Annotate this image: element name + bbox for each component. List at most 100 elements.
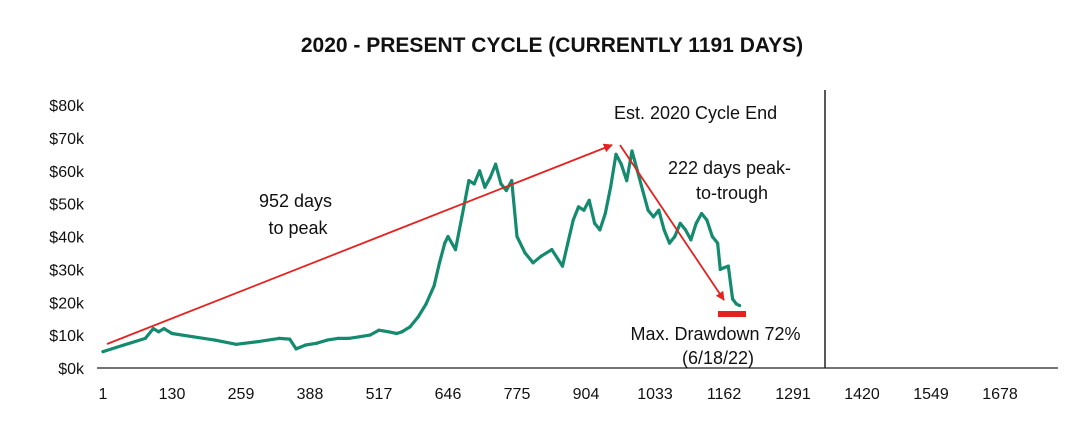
data-point (432, 284, 436, 288)
y-tick-label: $60k (49, 164, 85, 181)
data-point (726, 264, 730, 268)
data-point (143, 336, 147, 340)
x-tick-label: 1549 (913, 386, 949, 403)
data-point (657, 208, 661, 212)
data-point (539, 254, 543, 258)
data-point (587, 198, 591, 202)
data-point (256, 340, 260, 344)
x-tick-label: 1033 (637, 386, 673, 403)
data-point (213, 338, 217, 342)
data-point (122, 343, 126, 347)
y-tick-label: $10k (49, 328, 85, 345)
data-point (157, 330, 161, 334)
data-point (718, 267, 722, 271)
data-point (598, 228, 602, 232)
data-point (277, 336, 281, 340)
x-tick-label: 259 (228, 386, 255, 403)
data-point (453, 248, 458, 252)
y-tick-label: $50k (49, 197, 85, 214)
data-point (667, 241, 672, 245)
x-tick-label: 517 (366, 386, 393, 403)
data-point (630, 149, 634, 153)
data-point (170, 331, 174, 336)
data-point (437, 261, 442, 265)
x-tick-label: 775 (504, 386, 531, 403)
data-point (593, 221, 597, 225)
data-point (678, 221, 682, 225)
data-point (531, 261, 535, 265)
y-axis-ticks: $0k $10k $20k $30k $40k $50k $60k $70k $80k (49, 98, 85, 378)
data-point (662, 228, 666, 232)
data-point (346, 336, 351, 340)
trough-arrow (619, 144, 725, 301)
data-point (722, 266, 726, 270)
x-axis-ticks: 1 130 259 388 517 646 775 904 1033 1162 1291 1420 15… (99, 386, 1018, 403)
data-point (566, 241, 570, 245)
data-point (368, 333, 372, 337)
x-tick-label: 1678 (982, 386, 1018, 403)
drawdown-marker (718, 311, 746, 317)
data-point (483, 185, 487, 189)
data-point (416, 315, 420, 319)
data-point (101, 350, 105, 354)
x-tick-label: 130 (159, 386, 186, 403)
data-point (515, 234, 519, 239)
data-point (504, 188, 508, 193)
peak-to-trough-line-2: to-trough (696, 183, 768, 203)
y-tick-label: $40k (49, 230, 85, 247)
days-to-peak-line-2: to peak (268, 218, 328, 238)
data-point (694, 221, 698, 225)
data-point (499, 182, 503, 186)
data-point (395, 331, 399, 336)
data-point (609, 185, 613, 189)
data-point (191, 335, 195, 339)
y-tick-label: $30k (49, 262, 85, 279)
data-point (443, 241, 447, 245)
x-tick-label: 904 (573, 386, 600, 403)
data-point (734, 302, 738, 306)
peak-arrow (106, 143, 613, 345)
data-point (673, 234, 677, 239)
data-point (683, 228, 688, 232)
data-point (560, 264, 565, 268)
data-point (571, 218, 575, 222)
cycle-end-label: Est. 2020 Cycle End (614, 103, 777, 123)
y-tick-label: $0k (58, 361, 85, 378)
chart-title: 2020 - PRESENT CYCLE (CURRENTLY 1191 DAY… (301, 34, 803, 57)
data-point (510, 179, 514, 183)
drawdown-label: Max. Drawdown 72% (6/18/22) (630, 324, 805, 368)
data-point (689, 238, 693, 242)
data-point (603, 211, 607, 216)
data-point (467, 179, 471, 183)
data-point (582, 208, 586, 212)
data-point (325, 338, 329, 342)
data-point (304, 343, 308, 347)
x-tick-label: 1162 (707, 386, 742, 403)
data-point (494, 162, 498, 166)
data-point (651, 215, 656, 219)
data-point (151, 327, 155, 331)
data-point (619, 162, 623, 166)
x-tick-label: 1420 (844, 386, 880, 403)
data-point (336, 336, 340, 340)
data-point (523, 251, 527, 255)
data-point (625, 179, 629, 183)
data-point (460, 215, 464, 219)
data-point (234, 342, 238, 346)
x-tick-label: 388 (297, 386, 324, 403)
data-point (550, 248, 554, 252)
data-point (446, 234, 450, 239)
data-point (731, 297, 735, 301)
data-point (710, 234, 714, 239)
x-tick-label: 646 (435, 386, 462, 403)
drawdown-line-2: (6/18/22) (682, 348, 754, 368)
y-tick-label: $70k (49, 131, 85, 148)
data-point (377, 328, 381, 332)
data-point (614, 152, 618, 156)
data-point (716, 241, 720, 245)
data-point (646, 208, 650, 212)
data-point (424, 302, 428, 306)
peak-to-trough-line-1: 222 days peak- (668, 158, 791, 178)
data-point (737, 303, 742, 308)
drawdown-line-1: Max. Drawdown 72% (630, 324, 800, 344)
